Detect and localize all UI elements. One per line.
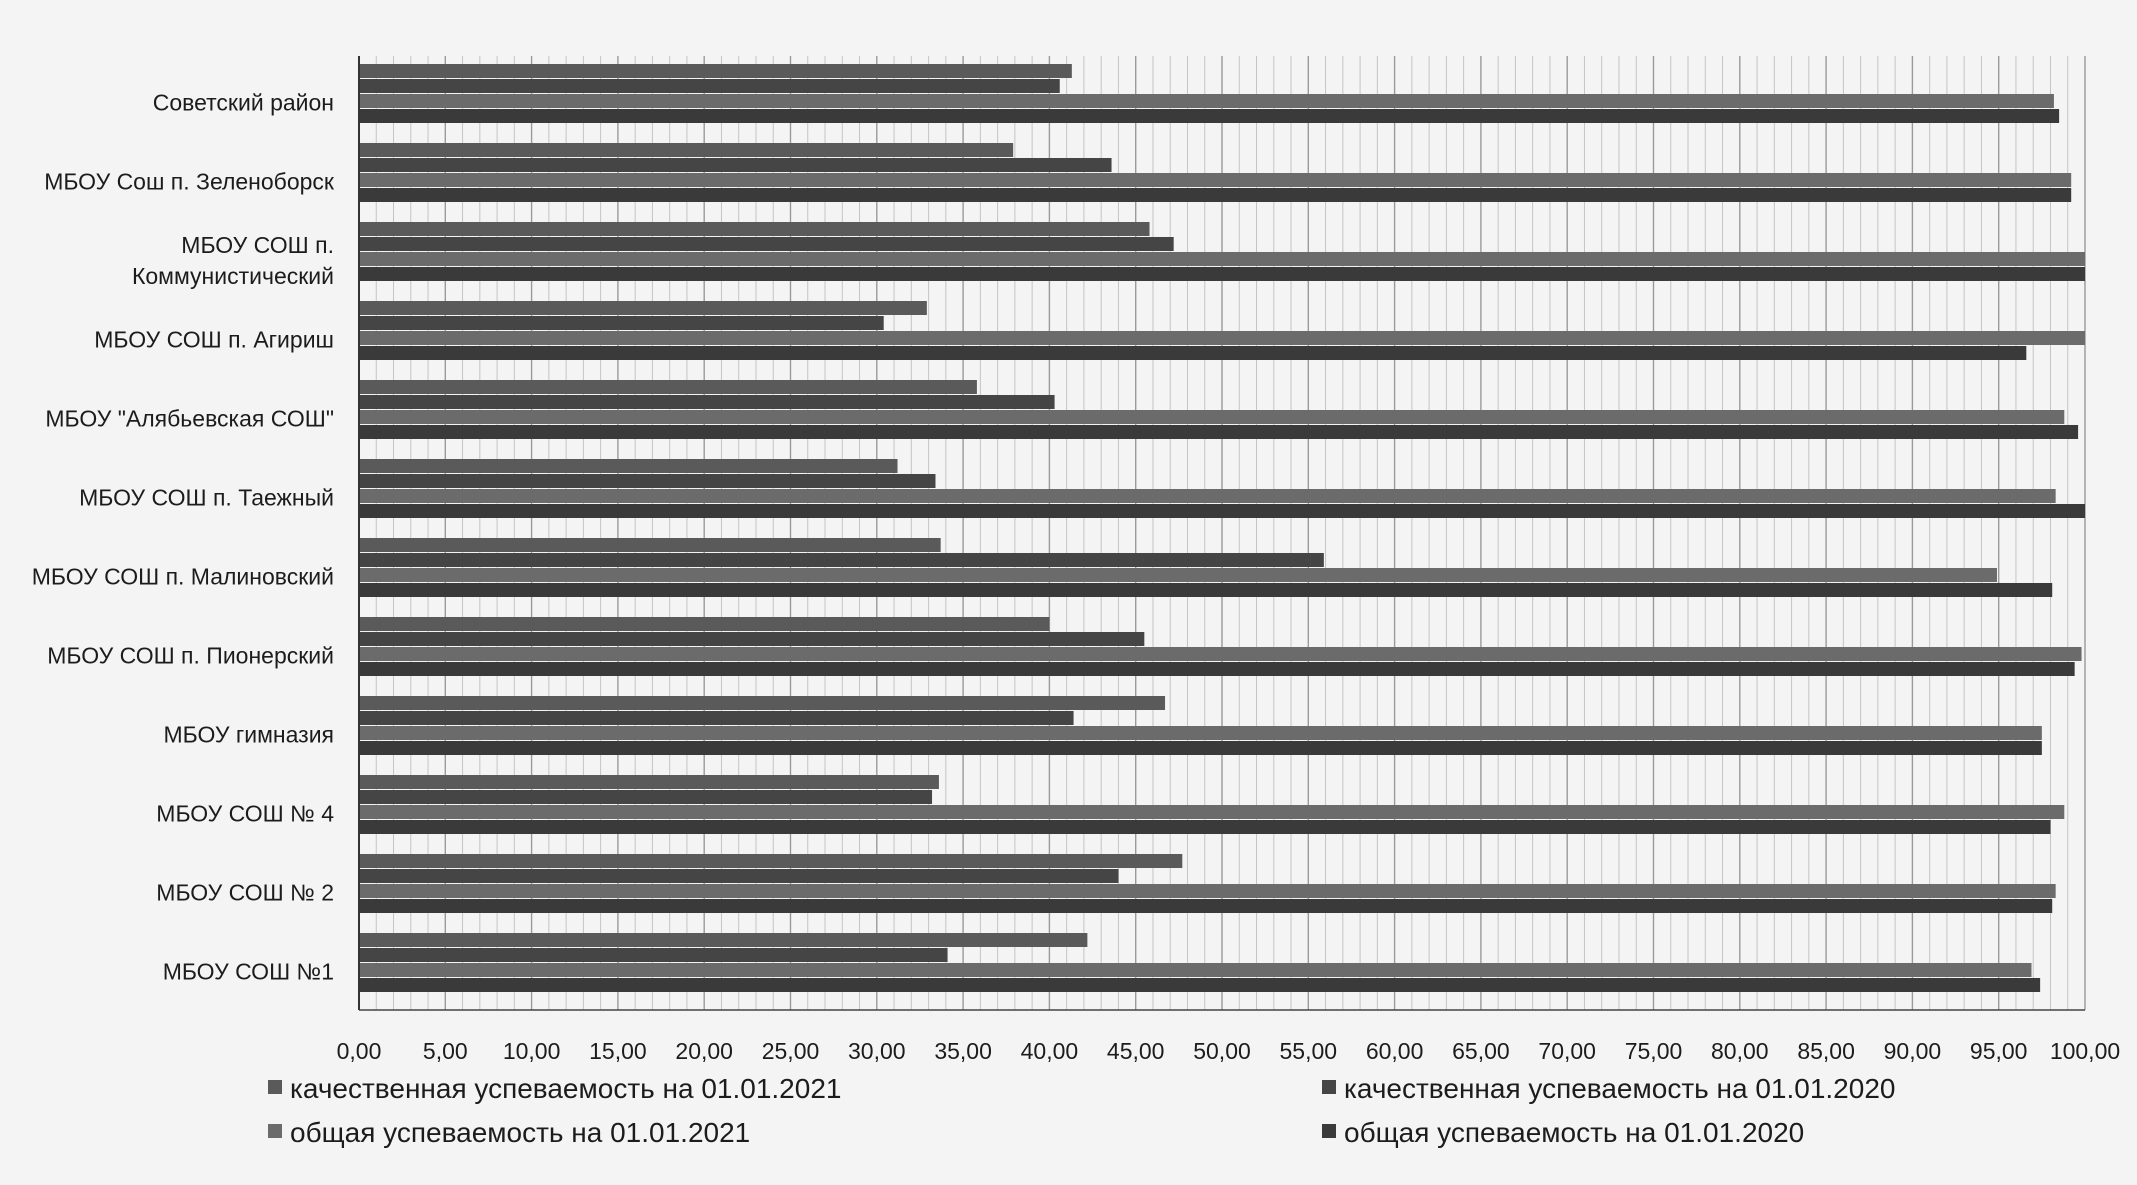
bar-s3-c2 (359, 173, 2072, 187)
category-label: МБОУ СОШ п. Таежный (79, 485, 334, 511)
x-tick-label: 30,00 (848, 1038, 906, 1064)
category-label: МБОУ Сош п. Зеленоборск (44, 169, 335, 195)
bar-s2-c5 (359, 395, 1055, 409)
category-label: МБОУ СОШ п. Агириш (94, 327, 334, 353)
bar-s4-c9 (359, 741, 2042, 755)
category-label: Советский район (153, 90, 334, 116)
bar-s2-c2 (359, 158, 1112, 172)
bar-s3-c12 (359, 963, 2032, 977)
x-tick-label: 0,00 (337, 1038, 382, 1064)
bar-s4-c8 (359, 662, 2075, 676)
bar-s3-c4 (359, 331, 2085, 345)
x-tick-label: 80,00 (1711, 1038, 1769, 1064)
bar-s4-c1 (359, 109, 2060, 123)
category-label: МБОУ СОШ № 2 (156, 880, 334, 906)
x-tick-label: 5,00 (423, 1038, 468, 1064)
legend-entry: качественная успеваемость на 01.01.2021 (290, 1073, 841, 1104)
bar-s3-c9 (359, 726, 2042, 740)
x-tick-label: 10,00 (503, 1038, 561, 1064)
bar-s3-c8 (359, 647, 2082, 661)
category-label: МБОУ СОШ №1 (163, 959, 334, 985)
bar-s1-c4 (359, 301, 927, 315)
bar-s4-c5 (359, 425, 2079, 439)
x-tick-label: 85,00 (1797, 1038, 1855, 1064)
bar-s1-c11 (359, 854, 1183, 868)
x-tick-label: 25,00 (762, 1038, 820, 1064)
legend-entry: общая успеваемость на 01.01.2020 (1344, 1117, 1804, 1148)
bar-s2-c11 (359, 869, 1119, 883)
bar-s4-c11 (359, 899, 2053, 913)
category-label: МБОУ СОШ п. Малиновский (32, 564, 334, 590)
legend-swatch (1322, 1080, 1336, 1094)
bar-s2-c4 (359, 316, 884, 330)
bar-s2-c12 (359, 948, 948, 962)
x-tick-label: 50,00 (1193, 1038, 1251, 1064)
x-tick-label: 15,00 (589, 1038, 647, 1064)
bar-s3-c6 (359, 489, 2056, 503)
bar-s3-c3 (359, 252, 2085, 266)
x-tick-label: 60,00 (1366, 1038, 1424, 1064)
bar-s2-c6 (359, 474, 936, 488)
bar-s2-c3 (359, 237, 1174, 251)
bar-s1-c7 (359, 538, 941, 552)
bar-s1-c6 (359, 459, 898, 473)
category-labels: Советский район МБОУ Сош п. Зеленоборск МБ… (32, 90, 335, 985)
x-tick-label: 90,00 (1884, 1038, 1942, 1064)
bar-s3-c10 (359, 805, 2065, 819)
bar-s2-c1 (359, 79, 1060, 93)
bar-s4-c7 (359, 583, 2053, 597)
gridlines (358, 56, 2086, 1011)
category-label: МБОУ "Алябьевская СОШ" (45, 406, 334, 432)
x-tick-label: 95,00 (1970, 1038, 2028, 1064)
bar-s1-c5 (359, 380, 977, 394)
x-tick-label: 45,00 (1107, 1038, 1165, 1064)
bar-s4-c10 (359, 820, 2051, 834)
bar-s1-c1 (359, 64, 1072, 78)
bar-series (359, 64, 2085, 992)
legend-swatch (268, 1080, 282, 1094)
bar-s2-c7 (359, 553, 1324, 567)
legend-swatch (1322, 1124, 1336, 1138)
bar-s3-c11 (359, 884, 2056, 898)
bar-s1-c12 (359, 933, 1088, 947)
bar-s4-c2 (359, 188, 2072, 202)
bar-s3-c1 (359, 94, 2054, 108)
legend-swatch (268, 1124, 282, 1138)
bar-s1-c10 (359, 775, 939, 789)
x-tick-label: 55,00 (1280, 1038, 1338, 1064)
bar-s3-c5 (359, 410, 2065, 424)
x-tick-label: 35,00 (934, 1038, 992, 1064)
bar-s1-c3 (359, 222, 1150, 236)
category-label: МБОУ СОШ п. Пионерский (47, 643, 334, 669)
bar-s2-c9 (359, 711, 1074, 725)
bar-s1-c2 (359, 143, 1014, 157)
bar-s2-c10 (359, 790, 933, 804)
category-label: Коммунистический (132, 263, 334, 289)
category-label: МБОУ СОШ № 4 (156, 801, 334, 827)
bar-s4-c4 (359, 346, 2027, 360)
x-tick-label: 20,00 (675, 1038, 733, 1064)
bar-s4-c12 (359, 978, 2041, 992)
bar-s3-c7 (359, 568, 1997, 582)
x-tick-label: 70,00 (1538, 1038, 1596, 1064)
bar-s1-c9 (359, 696, 1166, 710)
legend: качественная успеваемость на 01.01.2021 к… (268, 1073, 1895, 1148)
category-label: МБОУ СОШ п. (181, 232, 334, 258)
bar-s2-c8 (359, 632, 1145, 646)
x-tick-label: 65,00 (1452, 1038, 1510, 1064)
x-tick-label: 75,00 (1625, 1038, 1683, 1064)
legend-entry: качественная успеваемость на 01.01.2020 (1344, 1073, 1895, 1104)
bar-s1-c8 (359, 617, 1050, 631)
bar-s4-c6 (359, 504, 2085, 518)
category-label: МБОУ гимназия (163, 722, 334, 748)
x-tick-label: 40,00 (1021, 1038, 1079, 1064)
x-tick-label: 100,00 (2050, 1038, 2120, 1064)
x-tick-labels: 0,00 5,00 10,00 15,00 20,00 25,00 30,00 35,00 40… (337, 1038, 2121, 1064)
legend-entry: общая успеваемость на 01.01.2021 (290, 1117, 750, 1148)
bar-s4-c3 (359, 267, 2085, 281)
